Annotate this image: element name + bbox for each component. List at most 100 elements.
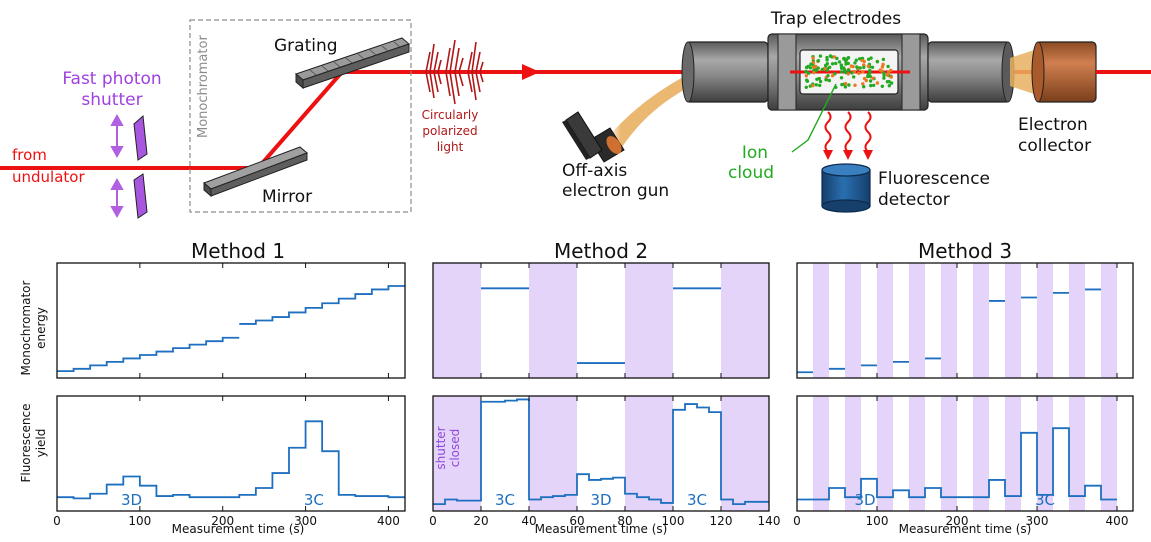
- apparatus-diagram: Fast photon shutter from undulator Monoc…: [0, 9, 1151, 219]
- ion-particle: [816, 66, 820, 70]
- polarization-helices: [425, 39, 484, 105]
- ion-particle: [886, 70, 891, 75]
- data-line: [57, 420, 405, 500]
- shutter-closed-line2: closed: [448, 429, 462, 468]
- x-tick-label: 120: [710, 514, 733, 528]
- from-label: from: [12, 146, 47, 164]
- x-tick-label: 40: [521, 514, 536, 528]
- shutter-closed-region: [973, 263, 989, 378]
- ion-particle: [828, 54, 833, 58]
- xlabel-method1: Measurement time (s): [172, 522, 305, 536]
- x-tick-label: 0: [429, 514, 437, 528]
- x-tick-label: 200: [211, 514, 234, 528]
- x-tick-label: 300: [1026, 514, 1049, 528]
- x-tick-label: 140: [758, 514, 781, 528]
- ion-particle: [830, 62, 835, 66]
- ion-particle: [837, 60, 842, 64]
- ion-particle: [850, 71, 854, 75]
- polarized-label-line2: polarized: [422, 124, 477, 138]
- shutter-closed-region: [813, 396, 829, 511]
- ylabel-bottom-line2: yield: [34, 429, 48, 458]
- ion-particle: [842, 56, 846, 61]
- ion-particle: [816, 59, 821, 63]
- panel-1: [56, 262, 406, 379]
- data-line: [481, 287, 721, 364]
- peak-annotation: 3C: [687, 491, 707, 509]
- ion-particle: [815, 77, 819, 82]
- ylabel-top-line2: energy: [34, 307, 48, 349]
- mirror: [203, 146, 308, 198]
- panel-5: [796, 262, 1134, 379]
- ylabel-bottom-line1: Fluorescence: [19, 403, 33, 482]
- shutter-closed-line1: shutter: [434, 426, 448, 469]
- ion-particle: [858, 57, 862, 61]
- shutter-closed-region: [941, 263, 957, 378]
- ion-pointer-line: [791, 83, 837, 153]
- ion-particle: [825, 58, 829, 62]
- electron-beam-from-gun: [600, 66, 704, 156]
- panel-frame: [432, 262, 770, 379]
- ion-particle: [804, 69, 808, 74]
- ion-particle: [839, 76, 844, 80]
- panel-plots: 0 100 200 300 400 3D 3C 0 20 40 60 80 100 120 140 3C 3D 3…: [53, 262, 1134, 528]
- shutter-closed-region: [1005, 263, 1021, 378]
- ion-particle: [855, 65, 859, 69]
- shutter-closed-region: [1069, 263, 1085, 378]
- gun-label-line2: electron gun: [562, 181, 669, 201]
- gun-label-line1: Off-axis: [562, 161, 627, 181]
- polarized-label-line3: light: [437, 140, 464, 154]
- ion-particle: [854, 58, 858, 62]
- ion-particle: [847, 68, 851, 72]
- ion-particle: [811, 83, 815, 88]
- ylabel-top-line1: Monochromator: [19, 280, 33, 375]
- shutter-closed-region: [845, 263, 861, 378]
- shutter-closed-region: [625, 263, 673, 378]
- ion-particle: [880, 84, 884, 89]
- grating-label: Grating: [274, 36, 338, 56]
- ion-particle: [882, 76, 886, 80]
- ion-particle: [871, 76, 875, 80]
- peak-annotation: 3D: [590, 491, 611, 509]
- x-tick-label: 300: [294, 514, 317, 528]
- x-tick-label: 0: [793, 514, 801, 528]
- ion-particle: [827, 78, 831, 83]
- ion-particle: [805, 79, 810, 83]
- shutter-closed-region: [529, 396, 577, 511]
- mirror-label: Mirror: [262, 187, 312, 207]
- ion-particle: [870, 65, 875, 70]
- ion-particle: [833, 72, 837, 76]
- ion-particle: [847, 83, 851, 87]
- ion-particle: [853, 83, 857, 87]
- ion-particle: [830, 74, 835, 78]
- ion-particle: [862, 59, 866, 64]
- peak-annotation: 3C: [304, 491, 324, 509]
- ion-particle: [818, 83, 822, 88]
- shutter-closed-region: [973, 396, 989, 511]
- shutter-closed-region: [877, 396, 893, 511]
- data-line: [57, 285, 405, 372]
- ion-particle: [889, 81, 894, 85]
- shutter-closed-region: [1037, 263, 1053, 378]
- ion-particle: [858, 66, 862, 70]
- ion-particle: [818, 54, 823, 58]
- ion-particle: [826, 74, 830, 78]
- ion-particle: [875, 60, 880, 64]
- ion-particle: [809, 62, 813, 66]
- ion-particle: [889, 75, 893, 79]
- photon-shutter: [110, 113, 148, 219]
- shutter-closed-region: [877, 263, 893, 378]
- ion-particle: [862, 85, 866, 89]
- ion-particle: [868, 71, 872, 75]
- ion-particle: [825, 62, 829, 66]
- panel-6: 0 100 200 300 400 3D 3C: [793, 395, 1134, 528]
- data-line: [797, 288, 1101, 374]
- ion-particle: [824, 78, 828, 82]
- panel-frame: [56, 262, 406, 379]
- method-panels: Method 1 Method 2 Method 3 Monochromator…: [19, 239, 1134, 536]
- ion-particle: [839, 66, 844, 71]
- data-line: [433, 398, 769, 505]
- shutter-closed-region: [433, 396, 481, 511]
- trap-label: Trap electrodes: [770, 9, 901, 29]
- fluorescence-emission: [823, 111, 873, 160]
- ion-particle: [814, 64, 818, 69]
